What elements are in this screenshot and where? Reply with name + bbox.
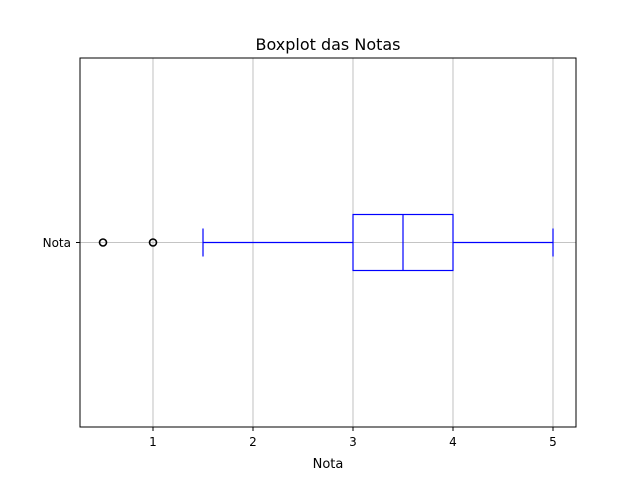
- x-tick-label: 1: [149, 435, 157, 449]
- tick-layer: 1 2 3 4 5 Nota: [43, 236, 557, 449]
- outlier-point: [148, 238, 158, 247]
- outlier-point: [98, 238, 108, 247]
- x-tick-label: 3: [349, 435, 357, 449]
- box-layer: [98, 213, 554, 272]
- x-tick-label: 4: [449, 435, 457, 449]
- chart-title: Boxplot das Notas: [255, 35, 400, 54]
- x-tick-label: 5: [549, 435, 557, 449]
- x-tick-label: 2: [249, 435, 257, 449]
- x-axis-label: Nota: [313, 457, 344, 472]
- y-tick-label: Nota: [43, 236, 71, 250]
